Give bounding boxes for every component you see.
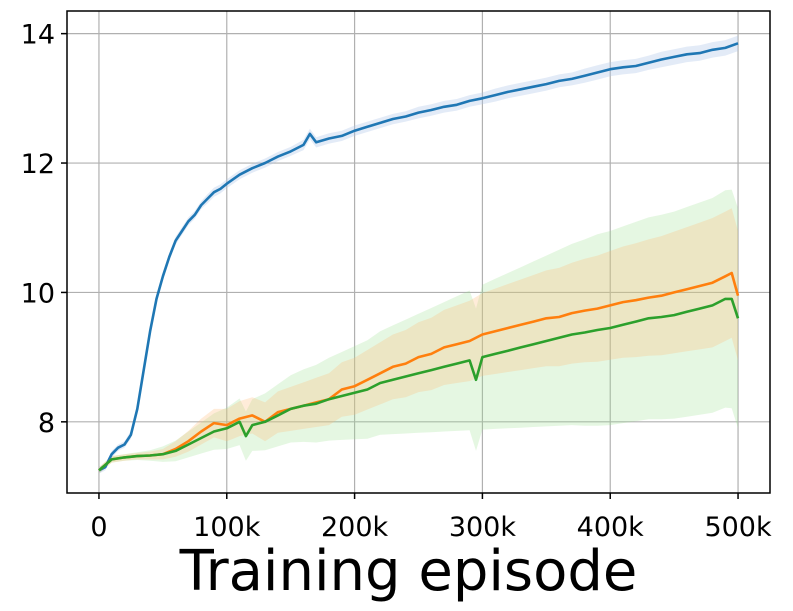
- plot-frame: [66, 10, 771, 494]
- x-axis-title: Training episode: [179, 539, 638, 604]
- x-tick-label: 500k: [704, 512, 772, 543]
- x-tick-label: 100k: [193, 512, 261, 543]
- series-3-band: [99, 189, 738, 474]
- series-2-line: [98, 271, 740, 472]
- x-tick-label: 400k: [577, 512, 645, 543]
- series-lines: [98, 42, 740, 472]
- x-tick-label: 0: [90, 512, 107, 543]
- y-tick-label: 14: [21, 20, 55, 51]
- series-3-line: [98, 297, 740, 472]
- y-axis-ticks: 8 10 12 14: [21, 20, 67, 439]
- y-tick-label: 12: [21, 149, 55, 180]
- x-tick-label: 300k: [449, 512, 517, 543]
- series-2-band: [99, 208, 738, 474]
- grid: [67, 11, 770, 493]
- y-tick-label: 8: [38, 408, 55, 439]
- x-axis-ticks: 0 100k 200k 300k 400k 500k: [90, 493, 772, 543]
- x-tick-label: 200k: [321, 512, 389, 543]
- confidence-bands: [99, 35, 738, 474]
- y-tick-label: 10: [21, 278, 55, 309]
- series-1-line: [98, 42, 739, 472]
